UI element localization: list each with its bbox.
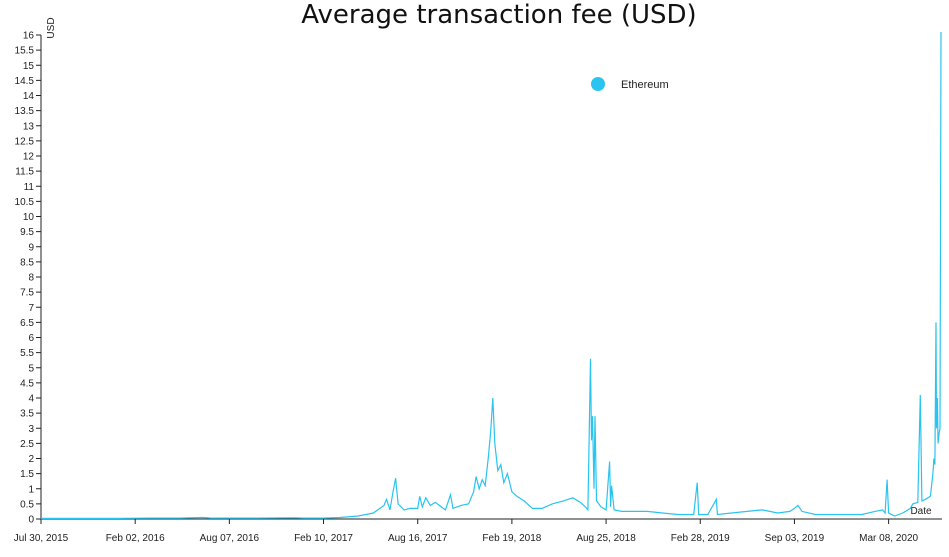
- legend[interactable]: Ethereum: [591, 77, 669, 91]
- y-tick-label: 8.5: [20, 257, 34, 268]
- y-tick-label: 2.5: [20, 439, 34, 450]
- y-tick-label: 15.5: [15, 46, 35, 57]
- y-tick-label: 12: [23, 152, 35, 163]
- y-tick-label: 0.5: [20, 499, 34, 510]
- x-tick-label: Mar 08, 2020: [859, 533, 918, 544]
- chart-title: Average transaction fee (USD): [301, 0, 696, 30]
- y-tick-label: 16: [23, 31, 35, 42]
- y-tick-label: 9: [28, 242, 34, 253]
- y-tick-label: 13.5: [15, 106, 35, 117]
- y-tick-label: 8: [28, 273, 34, 284]
- y-tick-label: 3: [28, 424, 34, 435]
- y-tick-label: 1: [28, 484, 34, 495]
- y-tick-label: 11: [24, 182, 35, 193]
- x-tick-label: Jul 30, 2015: [14, 533, 69, 544]
- y-tick-label: 7: [28, 303, 34, 314]
- y-tick-label: 1.5: [20, 469, 34, 480]
- legend-label-ethereum: Ethereum: [621, 79, 669, 91]
- x-tick-label: Feb 28, 2019: [671, 533, 730, 544]
- y-tick-label: 6.5: [20, 318, 34, 329]
- x-tick-label: Aug 07, 2016: [200, 533, 260, 544]
- y-tick-label: 9.5: [20, 227, 34, 238]
- y-tick-label: 15: [23, 61, 35, 72]
- y-tick-label: 10.5: [15, 197, 35, 208]
- x-axis-title: Date: [910, 506, 932, 517]
- y-tick-label: 6: [28, 333, 34, 344]
- y-axis: 00.511.522.533.544.555.566.577.588.599.5…: [15, 31, 42, 526]
- y-tick-label: 11.5: [15, 167, 34, 178]
- series-line-ethereum: [41, 31, 942, 519]
- y-tick-label: 5.5: [20, 348, 34, 359]
- y-tick-label: 13: [23, 121, 35, 132]
- x-tick-label: Aug 16, 2017: [388, 533, 448, 544]
- series-layer: [41, 31, 942, 519]
- x-tick-label: Sep 03, 2019: [765, 533, 825, 544]
- y-axis-title: USD: [46, 17, 57, 38]
- y-tick-label: 4.5: [20, 378, 34, 389]
- legend-marker-ethereum: [591, 77, 605, 91]
- y-tick-label: 4: [28, 394, 34, 405]
- x-tick-label: Feb 10, 2017: [294, 533, 353, 544]
- y-tick-label: 12.5: [15, 136, 35, 147]
- y-tick-label: 0: [28, 515, 34, 526]
- x-tick-label: Aug 25, 2018: [576, 533, 636, 544]
- y-tick-label: 10: [23, 212, 35, 223]
- y-tick-label: 2: [28, 454, 34, 465]
- x-tick-label: Feb 02, 2016: [106, 533, 165, 544]
- y-tick-label: 5: [28, 363, 34, 374]
- y-tick-label: 14.5: [15, 76, 35, 87]
- x-axis: Jul 30, 2015 Feb 02, 2016 Aug 07, 2016 Feb …: [14, 518, 942, 544]
- y-tick-label: 3.5: [20, 409, 34, 420]
- y-tick-label: 7.5: [20, 288, 34, 299]
- y-tick-label: 14: [23, 91, 35, 102]
- x-tick-label: Feb 19, 2018: [482, 533, 541, 544]
